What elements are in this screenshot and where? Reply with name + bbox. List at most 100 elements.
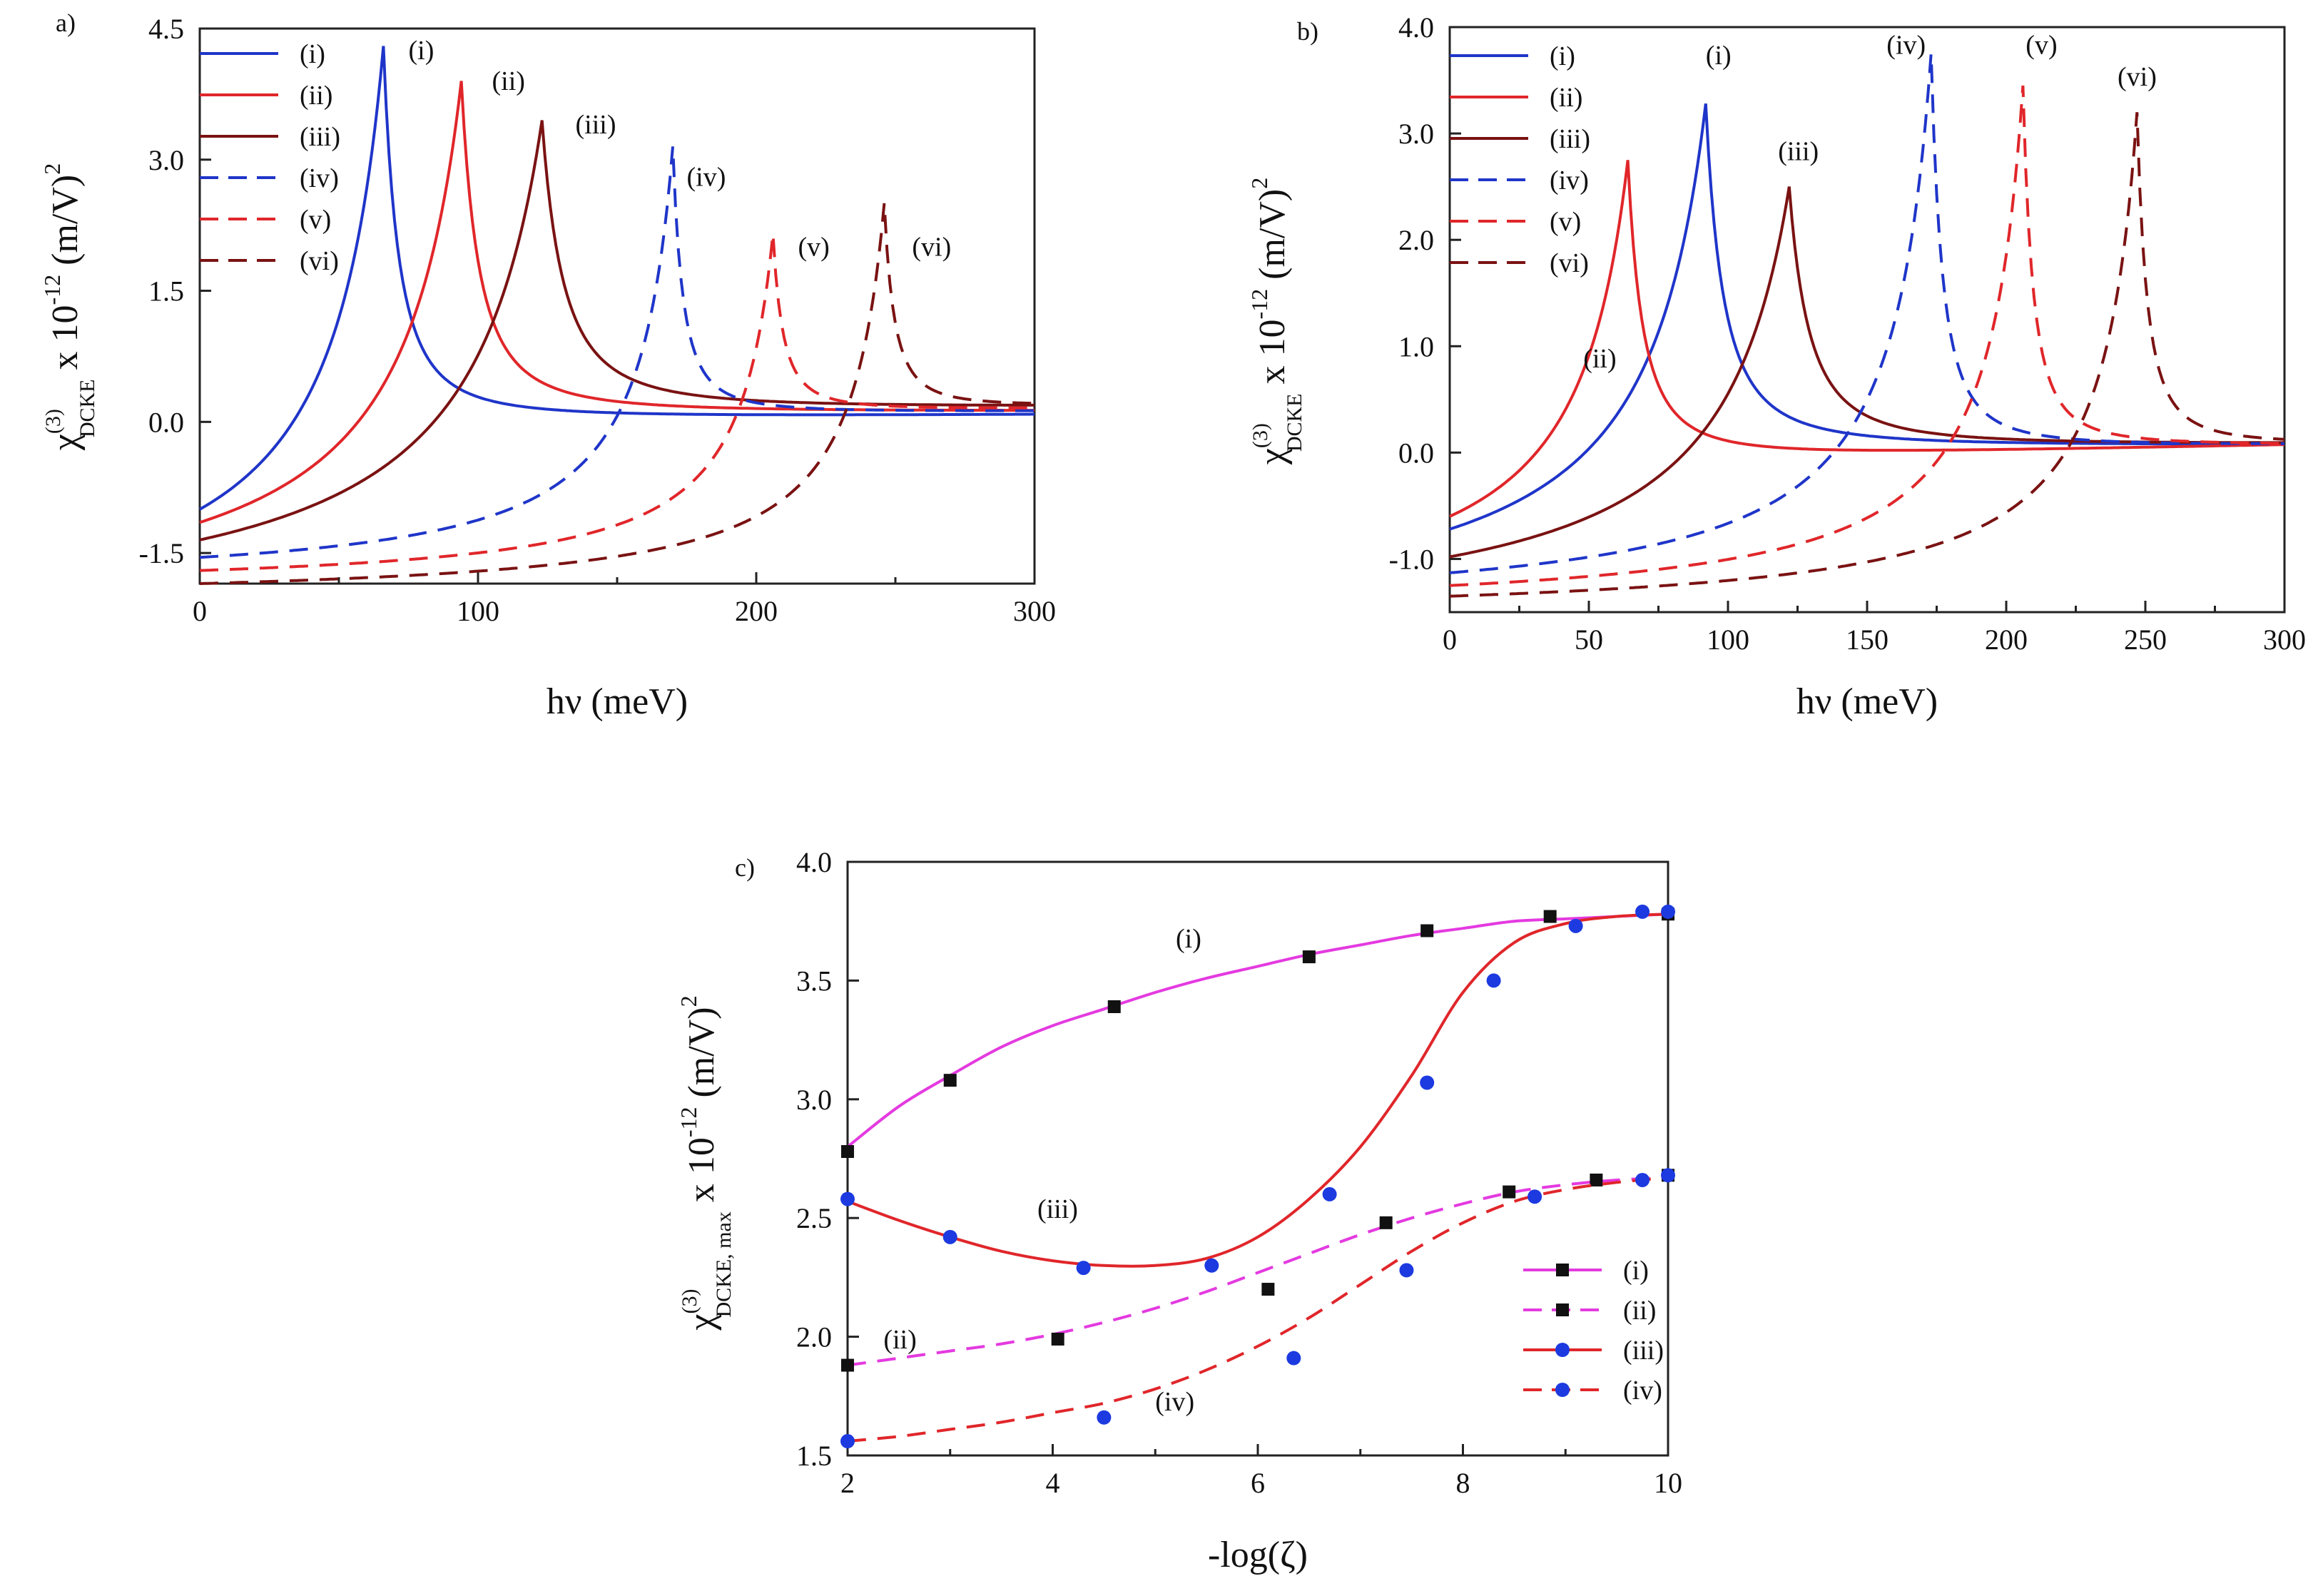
series-line-2 — [199, 81, 1035, 524]
panel-b-x-axis-title: hν (meV) — [1796, 681, 1938, 722]
y-tick-label: -1.0 — [1389, 543, 1434, 575]
legend-label: (iv) — [1550, 166, 1589, 195]
legend-label: (iv) — [1623, 1376, 1662, 1406]
data-point — [1261, 1283, 1275, 1296]
legend-label: (i) — [300, 39, 325, 69]
x-tick-label: 100 — [1707, 624, 1749, 656]
series-line-2 — [847, 1176, 1669, 1367]
curve-label: (v) — [2025, 30, 2057, 60]
data-point — [1503, 1185, 1516, 1199]
x-tick-label: 300 — [2263, 624, 2306, 656]
series-line-4 — [1449, 54, 2284, 574]
series-line-5 — [199, 233, 1035, 572]
data-point — [1076, 1261, 1091, 1276]
y-tick-label: 3.0 — [148, 144, 184, 176]
panel-a-curve-labels: (i) (ii) (iii) (iv) (v) (vi) — [409, 36, 952, 263]
x-tick-label: 250 — [2124, 624, 2167, 656]
legend-label: (ii) — [1623, 1296, 1656, 1326]
series-line-1 — [846, 913, 1669, 1148]
series-line-3 — [199, 120, 1035, 542]
panel-a-ticks: 0 100 200 300 -1.5 0.0 1.5 3.0 4.5 — [139, 13, 1056, 627]
x-tick-label: 8 — [1456, 1467, 1470, 1499]
x-tick-label: 4 — [1046, 1467, 1060, 1499]
panel-a-letter: a) — [56, 9, 76, 37]
panel-a-y-axis-title: χ(3) DCKE x 10-12 (m/V)2 — [39, 163, 99, 452]
panel-c-curve-labels: (i) (ii) (iii) (iv) — [883, 924, 1201, 1417]
panel-a-x-axis-title: hν (meV) — [547, 681, 688, 722]
legend-label: (iv) — [300, 163, 339, 193]
curve-label: (iv) — [687, 163, 726, 193]
legend-label: (i) — [1550, 41, 1575, 71]
curve-label: (iv) — [1155, 1387, 1194, 1417]
legend-label: (v) — [1550, 207, 1581, 237]
data-point — [1486, 973, 1501, 988]
data-point — [1051, 1332, 1064, 1346]
curve-label: (v) — [798, 233, 830, 263]
curve-label: (ii) — [1583, 344, 1616, 374]
series-line-2 — [1449, 160, 2285, 518]
data-point — [840, 1191, 855, 1206]
panel-c-legend: (i) (ii) (iii) (iv) — [1523, 1256, 1664, 1406]
data-point — [841, 1358, 854, 1372]
series-line-5 — [1449, 85, 2285, 587]
x-tick-label: 50 — [1575, 624, 1603, 656]
curve-label: (i) — [1176, 924, 1201, 954]
data-point — [1590, 1173, 1603, 1186]
curve-label: (iv) — [1886, 30, 1926, 60]
series-line-4 — [199, 146, 1035, 559]
data-point — [1322, 1186, 1337, 1201]
panel-c-x-axis-title: -log(ζ) — [1208, 1535, 1308, 1575]
legend-label: (iii) — [1550, 124, 1590, 154]
data-point — [1302, 950, 1316, 964]
data-point — [1379, 1216, 1393, 1229]
data-point — [1097, 1410, 1112, 1425]
curve-label: (ii) — [492, 66, 525, 96]
data-point — [1399, 1263, 1414, 1278]
y-tick-label: 0.0 — [1398, 437, 1434, 469]
data-point — [1420, 924, 1434, 937]
data-point — [1568, 918, 1583, 933]
panel-b-y-axis-title: χ(3) DCKE x 10-12 (m/V)2 — [1246, 178, 1306, 466]
panel-b-legend: (i) (ii) (iii) (iv) (v) (vi) — [1450, 41, 1590, 278]
panel-c: c) 2 4 6 8 10 1.5 2.0 2.5 3.0 3.5 4.0 (i) (ii) (iii)… — [676, 846, 1682, 1575]
legend-label: (v) — [300, 205, 331, 235]
y-tick-label: 4.0 — [796, 846, 832, 878]
y-tick-label: 3.0 — [796, 1084, 832, 1116]
y-tick-label: 0.0 — [148, 406, 184, 438]
curve-label: (iii) — [576, 110, 616, 140]
x-tick-label: 200 — [735, 595, 778, 627]
series-line-3 — [847, 913, 1669, 1268]
legend-marker — [1555, 1383, 1570, 1397]
legend-label: (ii) — [1550, 83, 1582, 113]
data-point — [1635, 1172, 1650, 1187]
curve-label: (iii) — [1037, 1194, 1078, 1224]
legend-label: (iii) — [300, 122, 340, 152]
data-point — [1528, 1189, 1542, 1204]
x-tick-label: 0 — [1443, 624, 1457, 656]
data-point — [1635, 904, 1650, 919]
panel-c-ticks: 2 4 6 8 10 1.5 2.0 2.5 3.0 3.5 4.0 — [796, 846, 1682, 1499]
panel-c-letter: c) — [735, 853, 755, 882]
panel-c-y-axis-title: χ(3) DCKE, max x 10-12 (m/V)2 — [676, 995, 736, 1331]
series-line-1 — [198, 46, 1035, 511]
panel-c-plot-area — [846, 860, 1669, 1457]
data-point — [943, 1074, 957, 1087]
y-tick-label: 1.5 — [148, 275, 184, 307]
data-point — [1420, 1075, 1435, 1090]
curve-label: (ii) — [883, 1325, 916, 1355]
curve-label: (iii) — [1778, 136, 1819, 166]
y-tick-label: 2.5 — [796, 1202, 832, 1234]
x-tick-label: 100 — [457, 595, 499, 627]
x-tick-label: 0 — [193, 595, 207, 627]
panel-b-plot-area — [1448, 26, 2286, 614]
data-point — [1543, 910, 1557, 923]
y-tick-label: 3.5 — [796, 965, 832, 997]
legend-marker — [1556, 1264, 1569, 1276]
panel-b-curve-labels: (i) (ii) (iii) (iv) (v) (vi) — [1583, 30, 2157, 374]
y-tick-label: 1.0 — [1398, 330, 1434, 362]
panel-c-curves — [840, 904, 1675, 1449]
data-point — [942, 1229, 957, 1244]
legend-label: (iii) — [1623, 1336, 1664, 1366]
panel-b-ticks: 0 50 100 150 200 250 300 -1.0 0.0 1.0 2.0 3.0 4.0 — [1389, 11, 2306, 656]
